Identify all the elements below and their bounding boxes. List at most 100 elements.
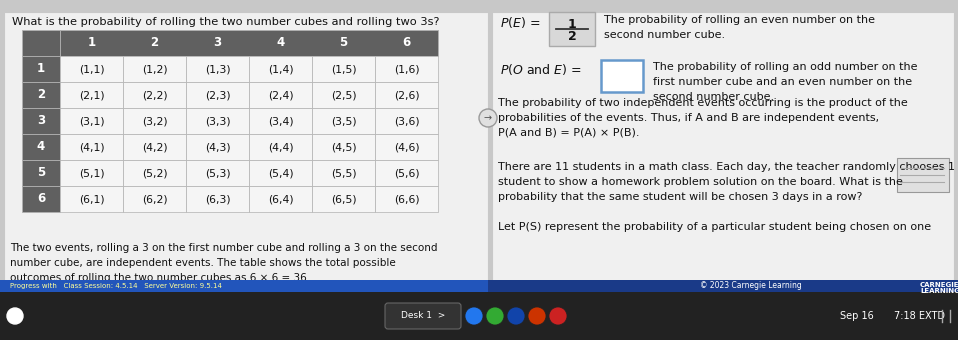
Text: There are 11 students in a math class. Each day, the teacher randomly chooses 1
: There are 11 students in a math class. E… <box>498 162 955 202</box>
Bar <box>186 134 249 160</box>
Bar <box>249 160 312 186</box>
Text: (6,6): (6,6) <box>394 194 420 204</box>
Text: (2,4): (2,4) <box>267 90 293 100</box>
Text: CARNEGIE: CARNEGIE <box>920 282 958 288</box>
Bar <box>312 56 375 82</box>
Text: (2,5): (2,5) <box>331 90 356 100</box>
Bar <box>312 160 375 186</box>
Bar <box>186 186 249 212</box>
Text: Sep 16: Sep 16 <box>840 311 874 321</box>
Text: 4: 4 <box>276 36 285 50</box>
Bar <box>0 280 958 292</box>
Text: 7:18 EXTD: 7:18 EXTD <box>894 311 945 321</box>
Text: (6,5): (6,5) <box>331 194 356 204</box>
Bar <box>60 108 123 134</box>
Text: (1,4): (1,4) <box>267 64 293 74</box>
Text: (2,3): (2,3) <box>205 90 230 100</box>
Bar <box>375 56 438 82</box>
Bar <box>249 108 312 134</box>
Text: What is the probability of rolling the two number cubes and rolling two 3s?: What is the probability of rolling the t… <box>12 17 440 27</box>
Text: The two events, rolling a 3 on the first number cube and rolling a 3 on the seco: The two events, rolling a 3 on the first… <box>10 243 438 283</box>
Bar <box>186 56 249 82</box>
Text: 1: 1 <box>568 17 577 31</box>
Bar <box>22 30 60 56</box>
Text: (4,3): (4,3) <box>205 142 230 152</box>
Bar <box>492 12 954 292</box>
Bar <box>375 160 438 186</box>
Bar <box>249 82 312 108</box>
Bar <box>4 12 488 292</box>
Bar <box>22 160 60 186</box>
Bar <box>249 134 312 160</box>
Bar <box>375 82 438 108</box>
Text: Desk 1  >: Desk 1 > <box>400 311 445 321</box>
Bar <box>186 108 249 134</box>
Text: The probability of rolling an odd number on the
first number cube and an even nu: The probability of rolling an odd number… <box>653 62 918 102</box>
Bar <box>488 280 958 292</box>
Bar <box>60 82 123 108</box>
Bar <box>601 60 643 92</box>
Text: (5,6): (5,6) <box>394 168 420 178</box>
Text: (6,2): (6,2) <box>142 194 168 204</box>
Text: 2: 2 <box>37 88 45 102</box>
Text: (2,2): (2,2) <box>142 90 168 100</box>
Bar <box>22 82 60 108</box>
Text: (3,5): (3,5) <box>331 116 356 126</box>
Circle shape <box>507 307 525 325</box>
Text: (3,1): (3,1) <box>79 116 104 126</box>
Circle shape <box>549 307 567 325</box>
Text: 5: 5 <box>339 36 348 50</box>
Text: The probability of rolling an even number on the
second number cube.: The probability of rolling an even numbe… <box>604 15 875 40</box>
Bar <box>312 82 375 108</box>
Text: (6,1): (6,1) <box>79 194 104 204</box>
Bar <box>60 134 123 160</box>
Circle shape <box>528 307 546 325</box>
Text: (4,4): (4,4) <box>267 142 293 152</box>
Bar <box>60 30 438 56</box>
Text: (2,6): (2,6) <box>394 90 420 100</box>
Text: $P(E)$ =: $P(E)$ = <box>500 15 540 30</box>
Text: $P(O$ and $E)$ =: $P(O$ and $E)$ = <box>500 62 582 77</box>
Text: (1,6): (1,6) <box>394 64 420 74</box>
Circle shape <box>465 307 483 325</box>
Text: (1,1): (1,1) <box>79 64 104 74</box>
Circle shape <box>7 308 23 324</box>
Bar <box>60 186 123 212</box>
Text: (3,3): (3,3) <box>205 116 230 126</box>
Text: Progress with   Class Session: 4.5.14   Server Version: 9.5.14: Progress with Class Session: 4.5.14 Serv… <box>10 283 222 289</box>
Bar <box>312 186 375 212</box>
Bar <box>897 158 949 192</box>
Text: (5,3): (5,3) <box>205 168 230 178</box>
Text: (4,1): (4,1) <box>79 142 104 152</box>
Text: Let P(S) represent the probability of a particular student being chosen on one: Let P(S) represent the probability of a … <box>498 222 931 232</box>
Text: LEARNING: LEARNING <box>920 288 958 294</box>
Bar <box>22 108 60 134</box>
Text: →: → <box>484 113 492 123</box>
Text: (5,5): (5,5) <box>331 168 356 178</box>
Bar <box>375 186 438 212</box>
Bar <box>186 160 249 186</box>
Text: (5,2): (5,2) <box>142 168 168 178</box>
Text: 1: 1 <box>37 63 45 75</box>
Bar <box>123 108 186 134</box>
Bar <box>123 160 186 186</box>
Text: 2: 2 <box>568 31 577 44</box>
Text: (1,3): (1,3) <box>205 64 230 74</box>
Text: (6,4): (6,4) <box>267 194 293 204</box>
Text: 5: 5 <box>36 167 45 180</box>
Text: 1: 1 <box>87 36 96 50</box>
Text: (4,6): (4,6) <box>394 142 420 152</box>
Bar <box>123 82 186 108</box>
Bar <box>312 108 375 134</box>
Text: (5,1): (5,1) <box>79 168 104 178</box>
Bar <box>22 186 60 212</box>
Bar <box>22 134 60 160</box>
Bar <box>375 134 438 160</box>
Bar <box>123 186 186 212</box>
Bar <box>375 108 438 134</box>
Text: 6: 6 <box>402 36 411 50</box>
Text: (3,4): (3,4) <box>267 116 293 126</box>
Bar <box>60 160 123 186</box>
Text: (1,2): (1,2) <box>142 64 168 74</box>
Bar <box>60 56 123 82</box>
